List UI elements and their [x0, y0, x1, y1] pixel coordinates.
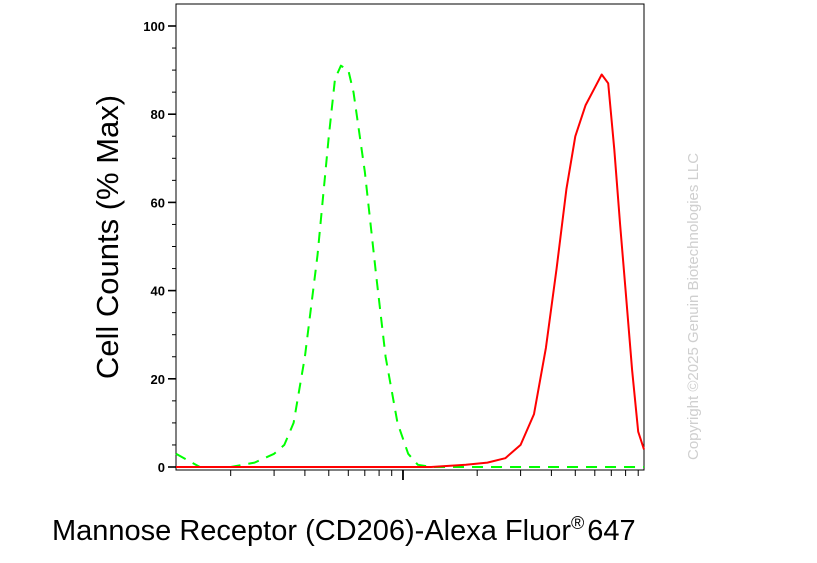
y-tick-label: 20 — [151, 372, 165, 387]
y-tick-label: 0 — [158, 460, 165, 475]
copyright-watermark: Copyright ©2025 Genuin Biotechnologies L… — [685, 153, 702, 460]
plot-frame — [175, 3, 645, 471]
y-tick-label: 60 — [151, 195, 165, 210]
y-axis-label: Cell Counts (% Max) — [90, 95, 125, 379]
x-axis-label-superscript: ® — [571, 513, 584, 533]
x-axis-label-suffix: 647 — [587, 515, 635, 547]
x-axis-label: Mannose Receptor (CD206)-Alexa Fluor® 647 — [52, 513, 636, 547]
plot-area: 0 20 40 60 80 100 — [143, 3, 645, 480]
y-tick-label: 100 — [143, 19, 165, 34]
control-histogram-line — [175, 64, 644, 468]
x-axis-label-main: Mannose Receptor (CD206)-Alexa Fluor — [52, 515, 571, 547]
stained-histogram-line — [176, 73, 645, 468]
y-tick-label: 40 — [151, 284, 165, 299]
y-tick-label: 80 — [151, 107, 165, 122]
